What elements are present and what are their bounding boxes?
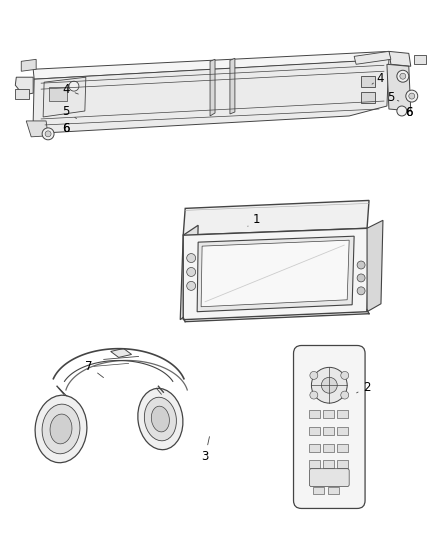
Circle shape: [69, 81, 79, 91]
Polygon shape: [210, 59, 215, 116]
Bar: [323, 444, 334, 452]
Bar: [337, 410, 348, 418]
Circle shape: [187, 268, 196, 277]
FancyBboxPatch shape: [293, 345, 365, 508]
Polygon shape: [180, 225, 198, 320]
Bar: [309, 444, 320, 452]
Circle shape: [187, 254, 196, 263]
Polygon shape: [33, 59, 389, 133]
Circle shape: [321, 377, 337, 393]
Bar: [323, 460, 334, 468]
Ellipse shape: [152, 406, 170, 432]
Ellipse shape: [42, 404, 80, 454]
Polygon shape: [367, 220, 383, 312]
Text: 4: 4: [62, 83, 78, 95]
Text: 5: 5: [387, 91, 399, 103]
Text: 3: 3: [201, 437, 209, 463]
Polygon shape: [387, 64, 411, 111]
Text: 7: 7: [85, 360, 103, 377]
Circle shape: [341, 391, 349, 399]
Circle shape: [310, 391, 318, 399]
Bar: [328, 487, 339, 494]
Circle shape: [45, 131, 51, 137]
FancyBboxPatch shape: [309, 469, 349, 487]
Text: 2: 2: [357, 381, 371, 394]
Ellipse shape: [50, 414, 72, 444]
Bar: [323, 410, 334, 418]
Text: 4: 4: [372, 72, 384, 85]
Polygon shape: [111, 349, 131, 358]
Bar: [361, 76, 375, 87]
Bar: [309, 460, 320, 468]
Text: 6: 6: [62, 123, 70, 135]
Bar: [309, 427, 320, 435]
Circle shape: [400, 73, 406, 79]
Bar: [337, 427, 348, 435]
Circle shape: [409, 93, 415, 99]
Circle shape: [187, 281, 196, 290]
Circle shape: [357, 274, 365, 282]
Bar: [323, 427, 334, 435]
Polygon shape: [183, 200, 369, 235]
Polygon shape: [33, 51, 394, 79]
Polygon shape: [354, 51, 391, 64]
Bar: [361, 92, 375, 103]
Bar: [49, 87, 67, 101]
Text: 6: 6: [405, 107, 413, 119]
Circle shape: [397, 106, 407, 116]
Bar: [314, 475, 324, 482]
Polygon shape: [389, 51, 411, 66]
Polygon shape: [197, 236, 354, 312]
Circle shape: [397, 70, 409, 82]
Ellipse shape: [145, 397, 177, 441]
Circle shape: [406, 90, 418, 102]
Text: 6: 6: [62, 123, 70, 135]
Polygon shape: [183, 228, 369, 320]
Text: 1: 1: [248, 213, 261, 226]
Circle shape: [357, 261, 365, 269]
Bar: [314, 487, 324, 494]
Text: 5: 5: [62, 106, 77, 118]
Circle shape: [310, 372, 318, 379]
Polygon shape: [15, 77, 33, 95]
Circle shape: [42, 128, 54, 140]
Bar: [337, 444, 348, 452]
FancyBboxPatch shape: [414, 55, 426, 64]
Polygon shape: [43, 77, 86, 117]
Circle shape: [341, 372, 349, 379]
Text: 6: 6: [405, 107, 413, 119]
Bar: [337, 460, 348, 468]
Ellipse shape: [35, 395, 87, 463]
Circle shape: [357, 287, 365, 295]
Circle shape: [311, 367, 347, 403]
Bar: [328, 475, 339, 482]
FancyBboxPatch shape: [15, 89, 29, 99]
Bar: [309, 410, 320, 418]
Polygon shape: [26, 121, 48, 137]
Polygon shape: [201, 240, 349, 307]
Ellipse shape: [138, 389, 183, 450]
Polygon shape: [21, 59, 36, 71]
Polygon shape: [230, 58, 235, 114]
